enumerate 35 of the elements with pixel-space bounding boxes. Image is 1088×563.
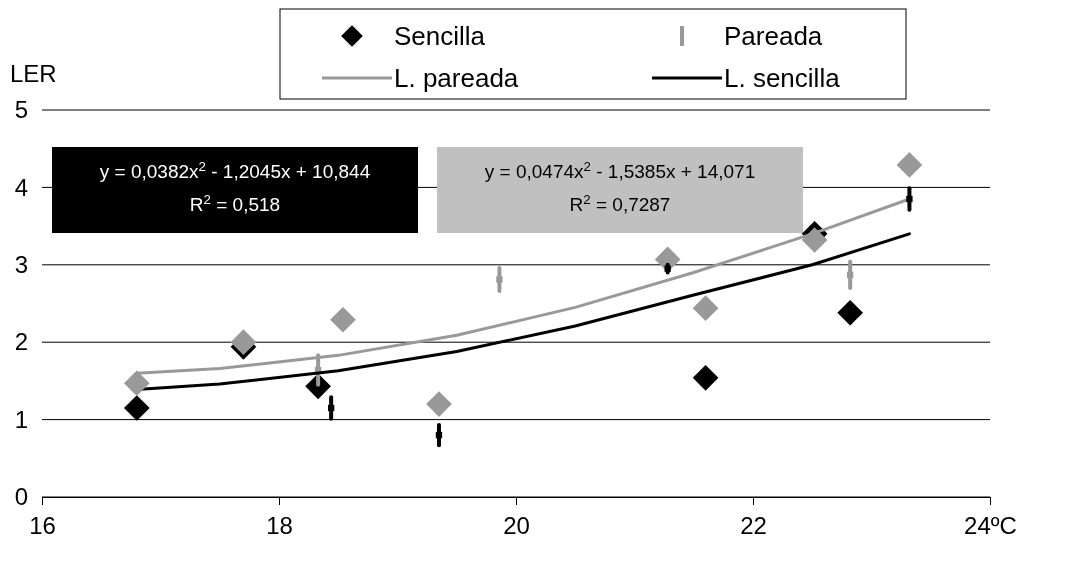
point [435, 431, 443, 439]
y-axis-title: LER [10, 60, 57, 87]
annotation: y = 0,0474x$^{2}$ - 1,5385x + 14,071 [484, 158, 756, 182]
point [837, 299, 863, 326]
y-tick-label: 2 [14, 328, 28, 356]
x-tick-label: 16 [29, 512, 56, 540]
x-tick-label: 24ºC [964, 512, 1017, 540]
legend-label: L. sencilla [724, 63, 841, 93]
y-tick-label: 0 [14, 483, 28, 511]
point [906, 195, 913, 203]
legend-label: Pareada [724, 21, 823, 51]
annotation: y = 0,0382x$^{2}$ - 1,2045x + 10,844 [99, 158, 371, 182]
x-tick-label: 18 [266, 512, 293, 540]
y-tick-label: 3 [14, 250, 28, 278]
point [847, 271, 854, 279]
point [692, 364, 719, 391]
point [692, 295, 719, 321]
point [327, 404, 335, 412]
y-tick-label: 5 [14, 96, 28, 124]
legend-label: L. pareada [394, 63, 519, 93]
y-tick-label: 4 [14, 173, 28, 201]
annotation: R$^{2}$ = 0,518 [189, 191, 281, 215]
x-tick-label: 22 [740, 512, 767, 540]
point [426, 391, 452, 417]
point [896, 152, 923, 178]
point [330, 306, 356, 333]
point [496, 276, 503, 283]
x-tick-label: 20 [503, 512, 530, 540]
legend-label: Sencilla [394, 21, 486, 51]
point [123, 370, 150, 397]
annotation: R$^{2}$ = 0,7287 [569, 191, 671, 215]
point [801, 227, 828, 253]
point [230, 329, 257, 356]
y-tick-label: 1 [14, 405, 28, 433]
point [123, 395, 150, 421]
